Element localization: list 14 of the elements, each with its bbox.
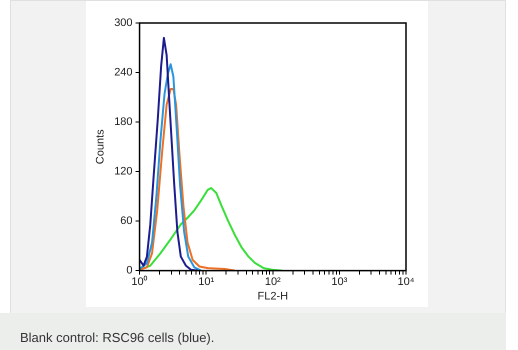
y-tick-label: 240 xyxy=(114,66,133,79)
x-tick-label: 10⁰ xyxy=(131,275,148,288)
y-tick-label: 300 xyxy=(114,17,133,30)
x-tick-label: 10³ xyxy=(331,276,348,288)
x-tick-label: 10¹ xyxy=(198,276,214,288)
y-tick-label: 120 xyxy=(114,166,133,178)
y-tick-label: 180 xyxy=(114,116,133,128)
x-axis-title: FL2-H xyxy=(257,290,288,302)
y-tick-label: 0 xyxy=(126,264,133,277)
y-axis-title: Counts xyxy=(94,128,107,164)
text: Blank control: RSC96 cells (blue). xyxy=(20,330,214,345)
x-tick-label: 10⁴ xyxy=(398,276,415,288)
x-tick-label: 10² xyxy=(264,276,282,288)
y-tick-label: 60 xyxy=(120,215,133,228)
